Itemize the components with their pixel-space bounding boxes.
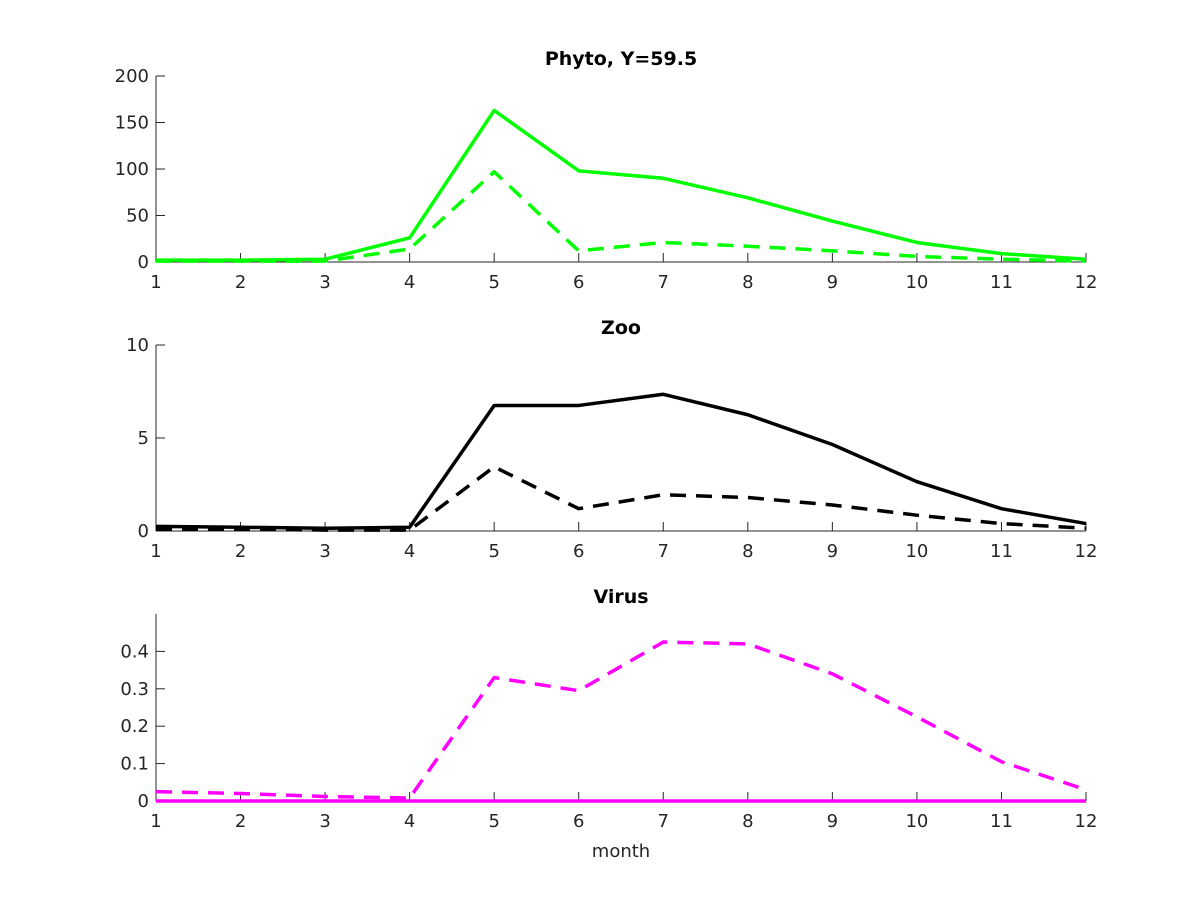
y-tick-label: 200 <box>115 66 149 87</box>
y-tick-label: 0.2 <box>120 716 149 737</box>
x-tick-label: 10 <box>905 272 928 293</box>
subplot-title: Phyto, Y=59.5 <box>545 48 697 70</box>
x-tick-label: 12 <box>1075 272 1098 293</box>
series-line-dashed <box>156 467 1086 530</box>
subplot-title: Zoo <box>601 317 641 339</box>
x-tick-label: 8 <box>742 541 753 562</box>
y-tick-label: 0.4 <box>120 641 149 662</box>
x-tick-label: 10 <box>905 811 928 832</box>
y-tick-label: 5 <box>138 428 149 449</box>
y-tick-label: 0 <box>138 252 149 273</box>
y-tick-label: 0 <box>138 521 149 542</box>
x-tick-label: 12 <box>1075 811 1098 832</box>
x-tick-label: 11 <box>990 811 1013 832</box>
series-line-solid <box>156 110 1086 260</box>
x-tick-label: 5 <box>488 811 499 832</box>
x-tick-label: 4 <box>404 541 415 562</box>
x-tick-label: 7 <box>658 541 669 562</box>
x-tick-label: 6 <box>573 811 584 832</box>
x-tick-label: 3 <box>319 811 330 832</box>
x-tick-label: 6 <box>573 541 584 562</box>
x-tick-label: 4 <box>404 272 415 293</box>
x-tick-label: 10 <box>905 541 928 562</box>
x-tick-label: 3 <box>319 272 330 293</box>
x-tick-label: 1 <box>150 272 161 293</box>
x-tick-label: 7 <box>658 272 669 293</box>
x-tick-label: 7 <box>658 811 669 832</box>
x-tick-label: 6 <box>573 272 584 293</box>
y-tick-label: 150 <box>115 113 149 134</box>
x-tick-label: 9 <box>827 811 838 832</box>
x-tick-label: 9 <box>827 541 838 562</box>
x-tick-label: 2 <box>235 811 246 832</box>
y-tick-label: 10 <box>126 335 149 356</box>
y-tick-label: 0.1 <box>120 754 149 775</box>
x-tick-label: 3 <box>319 541 330 562</box>
x-tick-label: 11 <box>990 541 1013 562</box>
y-tick-label: 100 <box>115 159 149 180</box>
series-line-dashed <box>156 642 1086 798</box>
y-tick-label: 50 <box>126 206 149 227</box>
x-axis-label: month <box>592 841 650 862</box>
series-line-solid <box>156 394 1086 528</box>
subplot-title: Virus <box>593 586 648 608</box>
x-tick-label: 5 <box>488 541 499 562</box>
x-tick-label: 2 <box>235 272 246 293</box>
x-tick-label: 9 <box>827 272 838 293</box>
y-tick-label: 0.3 <box>120 679 149 700</box>
x-tick-label: 2 <box>235 541 246 562</box>
x-tick-label: 8 <box>742 272 753 293</box>
x-tick-label: 1 <box>150 811 161 832</box>
x-tick-label: 11 <box>990 272 1013 293</box>
x-tick-label: 12 <box>1075 541 1098 562</box>
x-tick-label: 5 <box>488 272 499 293</box>
y-tick-label: 0 <box>138 791 149 812</box>
x-tick-label: 4 <box>404 811 415 832</box>
x-tick-label: 1 <box>150 541 161 562</box>
x-tick-label: 8 <box>742 811 753 832</box>
